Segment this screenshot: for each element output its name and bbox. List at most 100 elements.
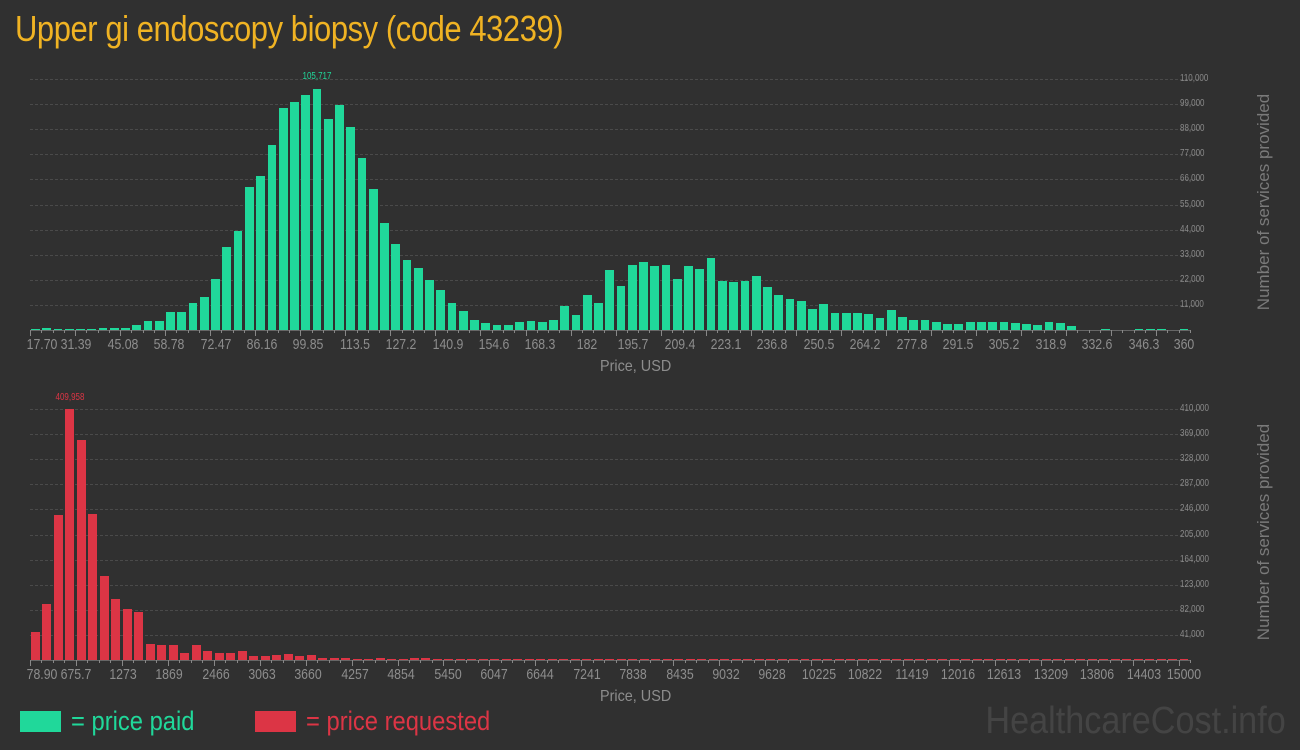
legend: = price paid = price requested <box>20 703 560 739</box>
bar <box>53 328 63 330</box>
bar <box>1018 659 1028 660</box>
bar <box>283 653 293 660</box>
grid-line <box>30 609 1198 611</box>
x-tick <box>412 330 414 333</box>
x-tick <box>559 330 561 333</box>
y-tick-label: 44,000 <box>1180 223 1205 235</box>
y-tick-label: 88,000 <box>1180 123 1205 135</box>
x-tick <box>87 660 89 663</box>
price-requested-plot-area <box>30 409 1198 660</box>
x-tick-label: 12016 <box>940 666 976 683</box>
bar <box>524 659 534 660</box>
bar <box>109 327 119 330</box>
bar <box>237 650 247 660</box>
x-tick <box>266 330 268 333</box>
bar <box>616 286 626 330</box>
bar <box>249 656 259 660</box>
bar <box>800 659 810 660</box>
bar <box>132 324 142 330</box>
y-tick-label: 11,000 <box>1180 298 1204 310</box>
x-tick <box>187 330 189 333</box>
legend-requested-label: = price requested <box>306 705 491 736</box>
bar <box>42 328 51 330</box>
bar <box>318 657 328 660</box>
price-paid-plot-area <box>30 79 1198 330</box>
bar <box>504 325 513 330</box>
x-tick <box>512 660 514 663</box>
y-tick-label: 328,000 <box>1180 453 1209 465</box>
bar <box>774 294 784 330</box>
x-tick <box>277 330 279 333</box>
bar <box>1179 329 1189 330</box>
x-tick <box>604 660 606 663</box>
bar <box>295 656 305 660</box>
bar <box>65 409 75 660</box>
grid-line <box>30 509 1198 511</box>
x-tick <box>558 660 560 663</box>
x-tick <box>937 660 939 663</box>
x-tick <box>142 330 144 333</box>
x-tick <box>716 330 718 333</box>
x-tick-label: 72.47 <box>200 336 231 353</box>
bar <box>639 659 649 660</box>
x-tick <box>356 330 358 333</box>
bar <box>191 645 201 660</box>
x-tick <box>615 660 617 663</box>
x-tick <box>863 330 865 333</box>
x-tick <box>535 660 537 666</box>
x-tick-label: 291.5 <box>942 336 974 353</box>
x-tick-label: 250.5 <box>803 336 835 353</box>
bar <box>222 246 232 330</box>
x-tick-label: 127.2 <box>385 336 417 353</box>
x-tick-label: 195.7 <box>617 336 649 353</box>
x-tick <box>638 660 640 663</box>
y-tick-label: 287,000 <box>1180 478 1209 490</box>
bar <box>684 265 693 330</box>
x-tick <box>987 330 989 333</box>
bar <box>875 318 885 330</box>
bar <box>999 321 1009 330</box>
bar <box>447 303 457 330</box>
y-tick-label: 246,000 <box>1180 503 1209 515</box>
x-tick <box>581 660 583 666</box>
x-tick <box>454 660 456 663</box>
x-tick <box>328 660 330 663</box>
x-tick <box>351 660 353 666</box>
x-tick <box>1121 660 1123 663</box>
bar <box>244 187 254 330</box>
x-tick <box>638 330 640 333</box>
bar <box>846 659 856 660</box>
x-tick <box>514 330 516 333</box>
x-tick <box>489 660 491 666</box>
bar <box>697 659 707 660</box>
x-tick <box>243 330 245 333</box>
bar <box>1156 659 1166 660</box>
x-tick <box>390 330 392 336</box>
bar <box>256 175 265 330</box>
x-tick <box>179 660 181 663</box>
bar <box>582 658 592 660</box>
bar <box>823 659 833 660</box>
x-tick <box>282 660 284 663</box>
x-tick <box>167 660 169 666</box>
x-tick <box>914 660 916 663</box>
x-tick-label: 7838 <box>619 666 647 683</box>
x-tick <box>236 660 238 663</box>
x-tick <box>271 660 273 663</box>
bar <box>639 261 648 330</box>
x-tick-label: 182 <box>576 336 598 353</box>
bar <box>122 608 132 660</box>
x-tick-label: 5450 <box>433 666 462 683</box>
grid-line <box>30 104 1198 106</box>
x-tick <box>942 330 944 333</box>
bar <box>880 659 890 660</box>
grid-line <box>30 534 1198 536</box>
x-tick <box>840 330 842 336</box>
bar <box>594 302 603 330</box>
x-tick <box>1144 330 1146 333</box>
x-tick-label: 13209 <box>1033 666 1068 683</box>
x-tick <box>30 660 31 666</box>
bar <box>984 659 994 660</box>
bar <box>570 659 580 660</box>
x-tick <box>810 660 812 666</box>
